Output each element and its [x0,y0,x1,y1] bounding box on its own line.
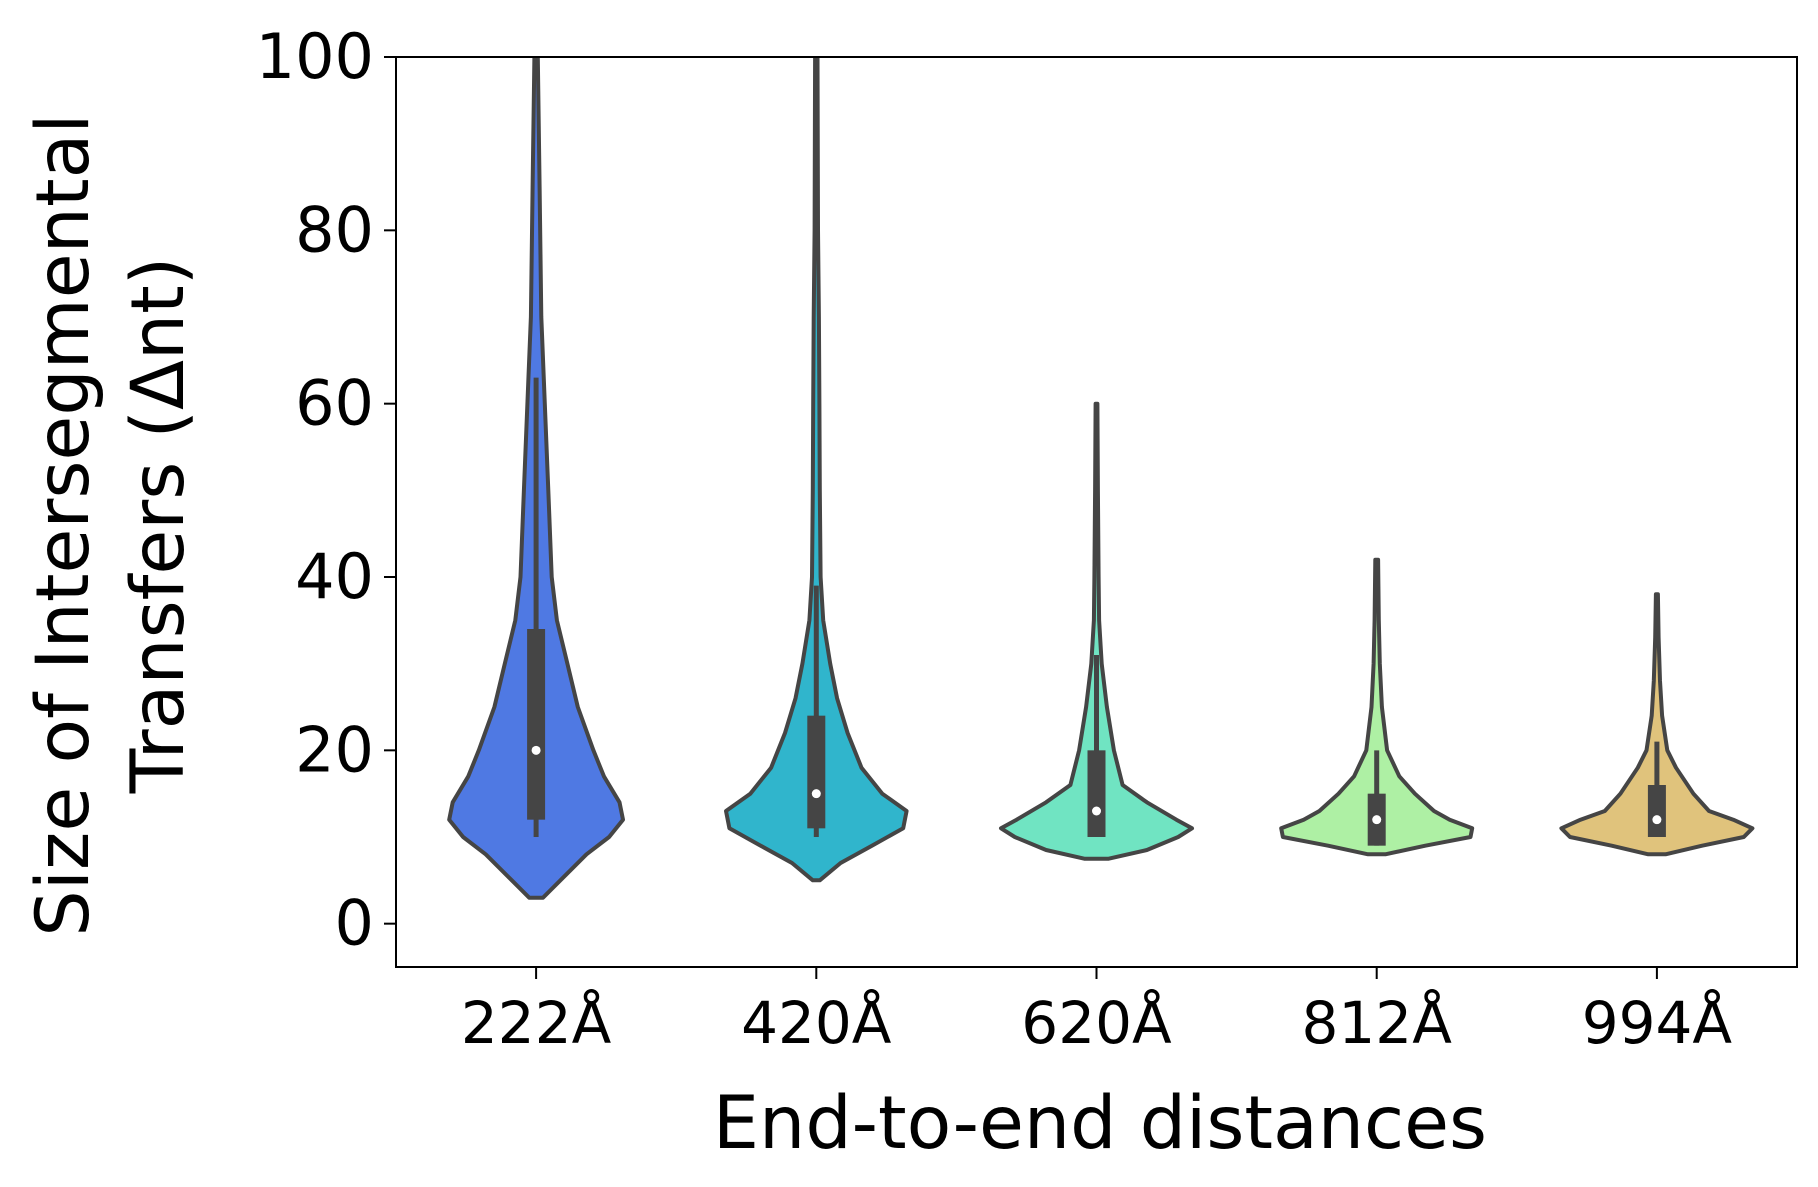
violin-4 [1279,557,1475,857]
y-tick-label: 0 [335,887,374,960]
boxes-layer [527,377,1666,846]
median-marker-2 [811,789,821,799]
iqr-box-2 [807,715,826,829]
x-axis-title: End-to-end distances [713,1081,1487,1166]
x-tick-label: 620Å [1021,988,1172,1057]
iqr-box-1 [527,629,546,820]
iqr-box-5 [1647,785,1666,837]
median-marker-1 [531,745,541,755]
x-tick-label: 994Å [1582,988,1733,1057]
y-axis-title-line-1: Size of Intersegmental [21,113,106,936]
median-marker-4 [1372,815,1382,825]
violin-5 [1559,592,1755,857]
x-tick-label: 420Å [741,988,892,1057]
y-tick-label: 40 [295,540,374,613]
median-marker-5 [1652,815,1662,825]
y-tick-label: 60 [295,367,374,440]
x-tick-label: 222Å [461,988,612,1057]
x-tick-label: 812Å [1302,988,1453,1057]
y-tick-label: 20 [295,713,374,786]
y-tick-label: 80 [295,193,374,266]
median-marker-3 [1092,806,1101,816]
iqr-box-3 [1087,750,1106,837]
y-axis: 0 20 40 60 80 100 [256,20,396,960]
y-axis-title-line-2: Transfers (Δnt) [116,257,201,795]
violin-3 [999,401,1194,861]
violin-2 [724,57,909,883]
x-axis: 222Å 420Å 620Å 812Å 994Å [461,967,1733,1057]
y-tick-label: 100 [256,20,374,93]
